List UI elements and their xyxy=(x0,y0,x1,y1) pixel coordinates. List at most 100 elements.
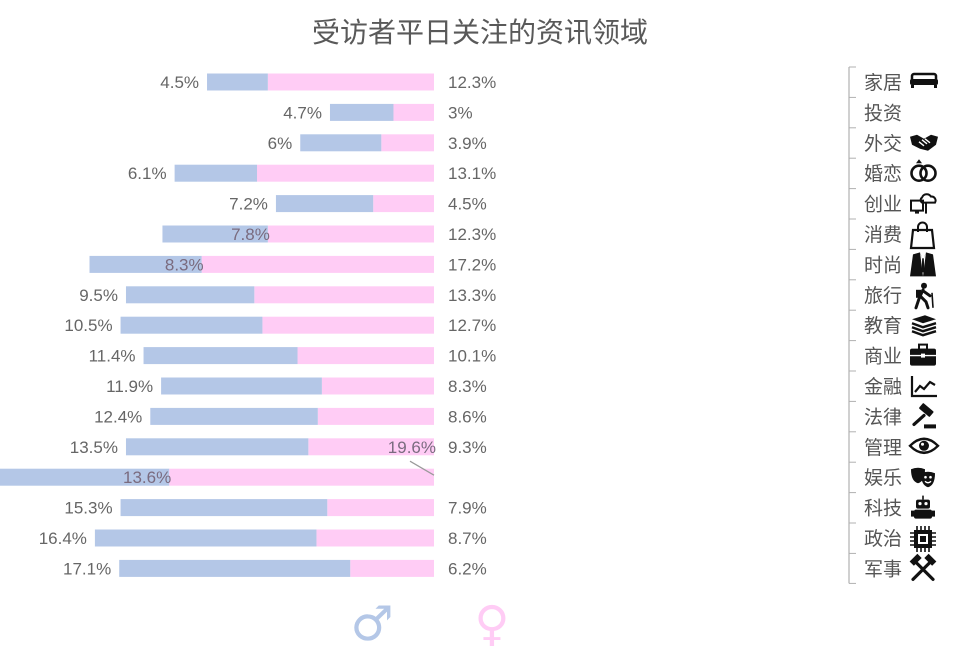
label-female-10: 8.3% xyxy=(448,377,487,396)
sofa-icon xyxy=(910,72,938,88)
bar-male-2 xyxy=(300,134,382,152)
label-male-8: 10.5% xyxy=(64,316,112,335)
bar-female-15 xyxy=(316,529,434,547)
bar-female-8 xyxy=(262,316,434,334)
label-female-9: 10.1% xyxy=(448,347,496,366)
leader-line xyxy=(409,460,435,476)
label-female-16: 6.2% xyxy=(448,559,487,578)
label-male-11: 12.4% xyxy=(94,407,142,426)
bar-female-14 xyxy=(327,499,434,517)
bar-male-10 xyxy=(161,377,322,395)
category-label-15: 政治 xyxy=(864,528,902,550)
category-label-4: 创业 xyxy=(864,194,902,216)
label-female-8: 12.7% xyxy=(448,316,496,335)
bar-male-6 xyxy=(89,255,202,273)
label-male-1: 4.7% xyxy=(283,103,322,122)
label-male-9: 11.4% xyxy=(89,347,136,366)
bar-female-12 xyxy=(308,438,434,456)
label-male-2: 6% xyxy=(268,134,293,153)
bar-female-3 xyxy=(257,164,434,182)
bar-male-9 xyxy=(143,347,298,365)
bar-male-5 xyxy=(162,225,268,243)
handshake-icon xyxy=(910,134,938,151)
shopping-bag-icon xyxy=(909,221,936,250)
bar-male-12 xyxy=(125,438,309,456)
label-female-6: 17.2% xyxy=(448,255,496,274)
line-chart-icon xyxy=(910,376,937,398)
category-label-7: 旅行 xyxy=(864,285,902,307)
category-label-5: 消费 xyxy=(864,224,902,246)
eye-icon xyxy=(908,437,940,454)
label-female-7: 13.3% xyxy=(448,286,496,305)
category-label-11: 法律 xyxy=(864,406,902,428)
bar-male-14 xyxy=(120,499,328,517)
bar-male-4 xyxy=(275,195,374,213)
label-female-5: 12.3% xyxy=(448,225,496,244)
label-male-12: 13.5% xyxy=(70,438,118,457)
bar-female-2 xyxy=(381,134,434,152)
category-label-10: 金融 xyxy=(864,376,902,398)
bar-female-6 xyxy=(201,255,434,273)
label-female-12: 9.3% xyxy=(448,438,487,457)
theater-masks-icon xyxy=(911,467,935,488)
label-male-16: 17.1% xyxy=(63,559,111,578)
hiker-icon xyxy=(914,282,934,310)
suit-icon xyxy=(910,252,936,277)
label-male-14: 15.3% xyxy=(64,499,112,518)
books-icon xyxy=(911,315,937,337)
category-label-9: 商业 xyxy=(864,346,902,368)
hammers-icon xyxy=(909,553,937,582)
bar-male-15 xyxy=(94,529,317,547)
label-female-3: 13.1% xyxy=(448,164,496,183)
bar-male-8 xyxy=(120,316,263,334)
bar-female-7 xyxy=(254,286,434,304)
label-male-0: 4.5% xyxy=(160,73,199,92)
cloud-computer-icon xyxy=(910,193,937,214)
label-female-11: 8.6% xyxy=(448,407,487,426)
category-label-0: 家居 xyxy=(864,72,902,94)
bar-female-13 xyxy=(169,468,434,486)
category-label-13: 娱乐 xyxy=(864,467,902,489)
label-female-1: 3% xyxy=(448,103,473,122)
briefcase-icon xyxy=(910,343,936,366)
category-label-8: 教育 xyxy=(864,315,902,337)
robot-icon xyxy=(911,495,935,519)
bar-female-0 xyxy=(267,73,434,91)
bar-male-7 xyxy=(125,286,255,304)
label-male-4: 7.2% xyxy=(229,195,268,214)
bar-female-11 xyxy=(317,407,434,425)
bars-group: 4.5% 12.3% 4.7% 3% 6% 3.9% 6.1% 13.1% 7.2% 4.5% 7.… xyxy=(0,73,496,578)
rings-icon xyxy=(910,159,937,182)
bar-female-4 xyxy=(373,195,434,213)
category-label-2: 外交 xyxy=(864,133,902,155)
bar-female-10 xyxy=(321,377,434,395)
label-male-6: 8.3% xyxy=(165,255,204,274)
category-label-3: 婚恋 xyxy=(864,163,902,185)
legend-female: ♀ xyxy=(474,596,509,652)
bar-female-5 xyxy=(267,225,434,243)
chart-title: 受访者平日关注的资讯领域 xyxy=(312,16,648,49)
bar-female-16 xyxy=(350,559,434,577)
label-male-3: 6.1% xyxy=(128,164,167,183)
label-female-15: 8.7% xyxy=(448,529,487,548)
category-label-16: 军事 xyxy=(864,558,902,580)
bar-male-11 xyxy=(150,407,318,425)
category-label-6: 时尚 xyxy=(864,254,902,276)
bar-male-13 xyxy=(0,468,170,486)
legend-male: ♂ xyxy=(350,596,393,652)
label-male-5: 7.8% xyxy=(231,225,270,244)
label-male-13: 13.6% xyxy=(123,468,171,487)
label-male-10: 11.9% xyxy=(106,377,153,396)
category-label-12: 管理 xyxy=(864,437,902,459)
label-female-13: 19.6% xyxy=(388,438,436,457)
bar-female-1 xyxy=(393,103,434,121)
bar-male-0 xyxy=(207,73,268,91)
label-male-15: 16.4% xyxy=(39,529,87,548)
category-label-1: 投资 xyxy=(864,102,902,124)
chip-icon xyxy=(910,526,936,552)
bar-male-16 xyxy=(119,559,351,577)
bar-male-1 xyxy=(329,103,394,121)
gavel-icon xyxy=(912,403,936,429)
